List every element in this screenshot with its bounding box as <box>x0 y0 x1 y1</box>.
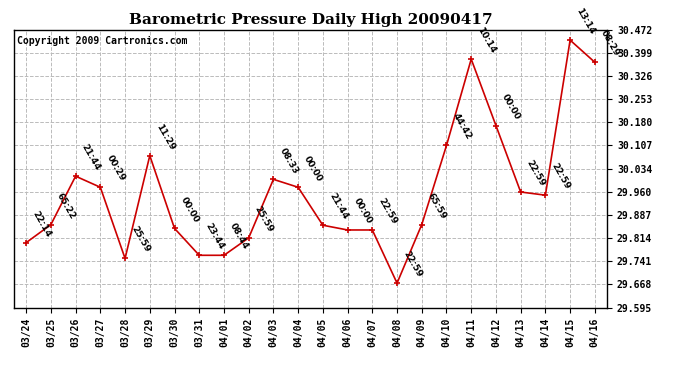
Text: 08:33: 08:33 <box>277 146 299 175</box>
Text: 22:59: 22:59 <box>549 162 572 191</box>
Text: 25:59: 25:59 <box>253 204 275 234</box>
Text: 00:00: 00:00 <box>500 93 522 122</box>
Text: 25:59: 25:59 <box>129 225 151 254</box>
Text: 10:14: 10:14 <box>475 26 497 55</box>
Text: 23:44: 23:44 <box>204 222 226 251</box>
Text: 00:29: 00:29 <box>104 154 126 183</box>
Text: 65:59: 65:59 <box>426 191 448 220</box>
Text: 22:14: 22:14 <box>30 209 52 238</box>
Text: 11:29: 11:29 <box>154 122 176 152</box>
Text: 22:59: 22:59 <box>401 250 424 279</box>
Text: 22:59: 22:59 <box>377 196 399 226</box>
Text: 65:22: 65:22 <box>55 191 77 220</box>
Text: 00:00: 00:00 <box>179 195 201 224</box>
Text: 08:29: 08:29 <box>599 29 621 58</box>
Text: 22:59: 22:59 <box>525 159 547 188</box>
Text: Copyright 2009 Cartronics.com: Copyright 2009 Cartronics.com <box>17 36 187 46</box>
Text: 44:42: 44:42 <box>451 112 473 141</box>
Title: Barometric Pressure Daily High 20090417: Barometric Pressure Daily High 20090417 <box>129 13 492 27</box>
Text: 21:44: 21:44 <box>327 192 349 221</box>
Text: 21:44: 21:44 <box>80 142 102 172</box>
Text: 00:00: 00:00 <box>302 154 324 183</box>
Text: 00:00: 00:00 <box>352 197 373 226</box>
Text: 13:14: 13:14 <box>574 6 596 36</box>
Text: 08:44: 08:44 <box>228 222 250 251</box>
